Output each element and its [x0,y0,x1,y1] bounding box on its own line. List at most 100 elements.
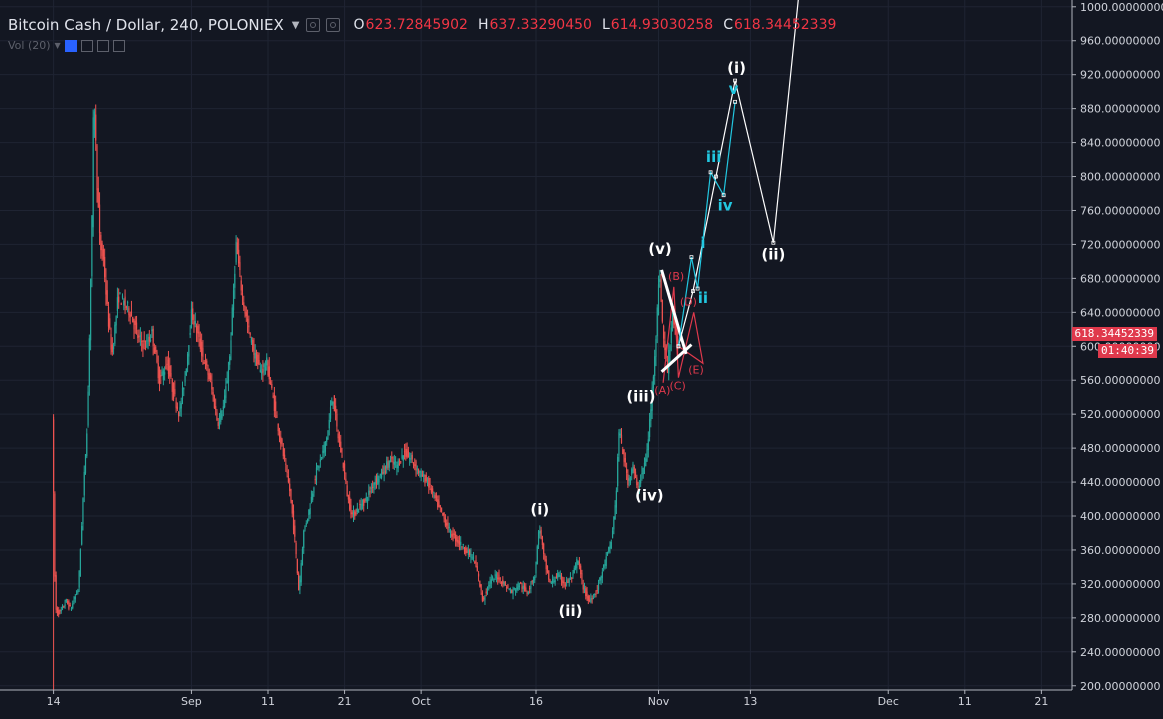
candle [287,469,290,484]
candle [298,571,300,591]
candle-body [332,401,334,404]
candle [238,238,240,267]
candle [93,108,96,138]
candle-body [537,531,540,545]
candle-body [495,574,498,578]
candle [504,581,506,586]
candle-body [523,585,526,589]
candle-body [294,525,296,537]
candle [484,595,486,605]
candle-body [282,447,284,457]
candle [134,316,136,334]
volume-dropdown-icon[interactable]: ▼ [54,41,61,50]
candle [257,352,259,370]
candle-body [193,322,195,326]
candle-body [84,454,87,473]
candle-body [262,368,264,373]
candle [370,483,372,494]
candle [597,579,600,594]
candle [526,590,528,597]
candle [567,578,569,583]
candle [222,399,224,417]
candle [313,486,315,497]
x-tick-label: 14 [47,695,61,708]
candle [375,473,378,489]
candle-body [374,481,376,485]
hide-icon[interactable] [325,18,340,32]
candle-body [55,575,57,610]
candle-body [576,559,578,569]
remove-icon[interactable] [112,39,125,52]
move-icon[interactable] [96,39,109,52]
candle-body [460,541,462,546]
candle-body [324,441,327,452]
candle [610,539,612,550]
candle [423,470,425,483]
candle [517,581,519,591]
candle [197,320,199,343]
candle-body [268,366,270,380]
candle-body [119,292,121,294]
candle-body [227,369,230,383]
candle-body [476,566,478,572]
candle [95,104,97,151]
volume-label[interactable]: Vol (20) [8,39,51,52]
candle [359,499,361,510]
candle-body [423,474,425,478]
candle-body [162,370,164,380]
volume-legend: Vol (20) ▼ [8,39,125,52]
candle-body [304,526,306,529]
symbol-title[interactable]: Bitcoin Cash / Dollar, 240, POLONIEX [8,16,284,34]
candle-body [95,114,97,141]
candle [231,304,233,336]
candle-body [236,242,238,255]
candle [322,445,324,460]
candle [250,336,253,345]
candle [382,465,384,475]
candle-body [358,510,360,513]
candle-body [509,590,512,593]
wave-cyan-projection [677,101,736,347]
candle-body [225,386,227,398]
candle [277,423,279,436]
candle-body [58,610,60,616]
candle-body [123,300,125,306]
candle [347,494,349,504]
candle-body [267,361,269,376]
candle [364,498,366,503]
candle [141,331,143,352]
candle-body [129,314,131,318]
candle-body [231,307,233,336]
candle-body [417,469,420,474]
candle [642,467,644,479]
x-tick-label: 11 [958,695,972,708]
candle-body [581,572,583,580]
candle [470,548,472,564]
candle [130,300,133,317]
candle-body [102,249,104,260]
candle-body [299,579,301,590]
candle [193,314,195,333]
visibility-icon[interactable] [64,39,77,52]
wave-label: (C) [670,380,686,393]
candle [87,385,89,428]
candle [167,350,170,379]
symbol-dropdown-icon[interactable]: ▼ [291,19,300,31]
candle [525,583,527,592]
settings-icon[interactable] [305,18,320,32]
candle-body [287,475,290,483]
candle-body [295,542,297,555]
candle-body [594,593,596,595]
candle [345,472,347,485]
candle-body [614,505,616,520]
candle-body [77,590,79,593]
candle-body [224,395,226,408]
volume-settings-icon[interactable] [80,39,93,52]
candle [132,316,134,323]
candle [560,572,563,586]
candle-body [160,374,162,377]
candle [587,594,589,605]
candle [601,567,603,584]
candle [127,300,129,313]
